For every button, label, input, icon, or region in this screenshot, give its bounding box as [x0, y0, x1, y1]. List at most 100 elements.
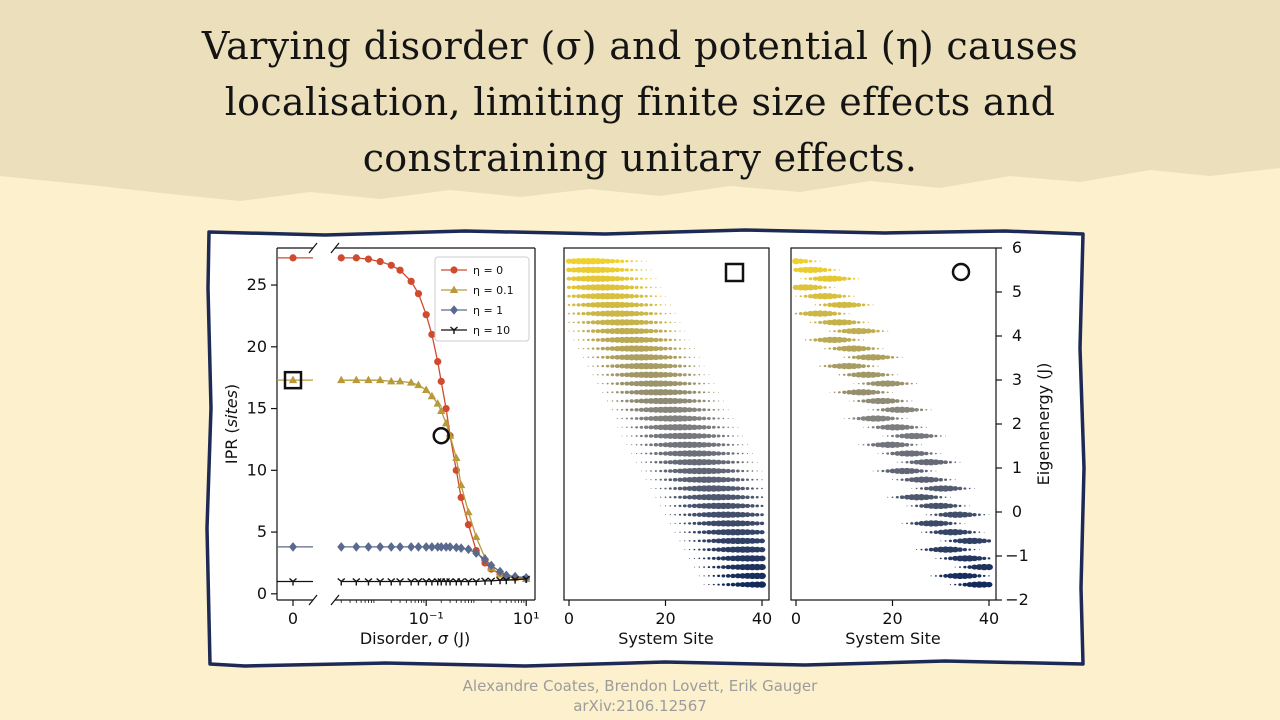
amplitude-dot [889, 398, 896, 404]
amplitude-dot [969, 505, 971, 507]
amplitude-dot [649, 303, 653, 307]
amplitude-dot [886, 391, 889, 394]
amplitude-dot [611, 400, 614, 402]
amplitude-dot [653, 329, 659, 333]
amplitude-dot [628, 302, 635, 308]
amplitude-dot [751, 470, 754, 472]
legend-marker [449, 285, 459, 293]
amplitude-dot [682, 381, 688, 386]
data-point [407, 577, 416, 586]
amplitude-dot [715, 547, 722, 552]
amplitude-dot [754, 521, 760, 526]
amplitude-dot [688, 531, 691, 534]
amplitude-dot [567, 303, 571, 306]
zero-column-point [289, 254, 297, 262]
zero-column-point [288, 375, 298, 384]
amplitude-dot [725, 574, 731, 578]
data-point [337, 577, 346, 586]
amplitude-dot [615, 382, 620, 385]
amplitude-dot [708, 374, 710, 376]
amplitude-dot [826, 293, 834, 300]
amplitude-dot [712, 400, 715, 402]
amplitude-dot [755, 512, 760, 517]
amplitude-dot [649, 295, 653, 298]
amplitude-dot [985, 581, 993, 588]
amplitude-dot [577, 339, 580, 341]
data-point [422, 311, 430, 319]
circle-annotation [432, 426, 450, 445]
amplitude-dot [881, 391, 885, 394]
amplitude-dot [661, 380, 670, 387]
amplitude-dot [652, 363, 660, 370]
amplitude-dot [662, 355, 669, 360]
amplitude-dot [678, 347, 682, 350]
amplitude-dot [594, 311, 602, 317]
right-ytick-label: 4 [1012, 326, 1022, 345]
amplitude-dot [707, 416, 711, 421]
amplitude-dot [683, 356, 687, 359]
amplitude-dot [760, 496, 764, 499]
amplitude-dot [819, 365, 821, 367]
amplitude-dot [586, 320, 591, 325]
amplitude-dot [846, 390, 852, 395]
amplitude-dot [905, 461, 909, 464]
amplitude-dot [634, 398, 640, 404]
amplitude-dot [594, 258, 602, 265]
amplitude-dot [874, 354, 882, 361]
amplitude-dot [621, 417, 623, 420]
amplitude-dot [645, 461, 648, 463]
amplitude-dot [846, 337, 852, 342]
amplitude-dot [582, 330, 585, 333]
amplitude-dot [625, 399, 629, 403]
amplitude-dot [798, 312, 803, 316]
amplitude-dot [803, 259, 809, 264]
amplitude-dot [635, 444, 638, 446]
amplitude-dot [753, 538, 761, 544]
amplitude-dot [939, 557, 942, 560]
amplitude-dot [687, 390, 692, 395]
amplitude-dot [654, 452, 658, 455]
amplitude-dot [677, 477, 683, 482]
amplitude-dot [881, 330, 884, 332]
amplitude-dot [686, 486, 693, 491]
amplitude-dot [698, 566, 700, 568]
amplitude-dot [949, 496, 951, 498]
amplitude-dot [566, 276, 572, 281]
amplitude-dot [701, 416, 707, 421]
amplitude-dot [571, 285, 577, 290]
amplitude-dot [659, 295, 662, 297]
amplitude-dot [850, 302, 858, 308]
amplitude-dot [629, 390, 635, 395]
amplitude-dot [758, 564, 766, 571]
amplitude-dot [628, 293, 635, 299]
title-line-3: constraining unitary effects. [362, 136, 918, 180]
amplitude-dot [935, 470, 937, 472]
amplitude-dot [650, 278, 652, 280]
amplitude-dot [644, 303, 649, 307]
amplitude-dot [724, 485, 732, 492]
amplitude-dot [587, 347, 590, 350]
amplitude-dot [690, 424, 698, 431]
amplitude-dot [602, 391, 604, 393]
amplitude-dot [761, 479, 763, 481]
amplitude-dot [697, 391, 701, 394]
amplitude-dot [566, 267, 572, 273]
amplitude-dot [957, 547, 963, 552]
amplitude-dot [971, 555, 978, 562]
amplitude-dot [818, 320, 823, 324]
data-point [414, 380, 423, 389]
header-band [0, 0, 1280, 201]
amplitude-dot [885, 355, 891, 360]
amplitude-dot [760, 504, 764, 508]
amplitude-dot [681, 398, 688, 404]
amplitude-dot [687, 382, 692, 386]
amplitude-dot [645, 479, 647, 481]
amplitude-dot [577, 330, 580, 332]
amplitude-dot [729, 486, 737, 491]
amplitude-dot [833, 330, 836, 333]
amplitude-dot [875, 390, 881, 395]
amplitude-dot [967, 565, 973, 569]
amplitude-dot [735, 477, 741, 482]
amplitude-dot [674, 330, 677, 332]
amplitude-dot [711, 556, 716, 560]
